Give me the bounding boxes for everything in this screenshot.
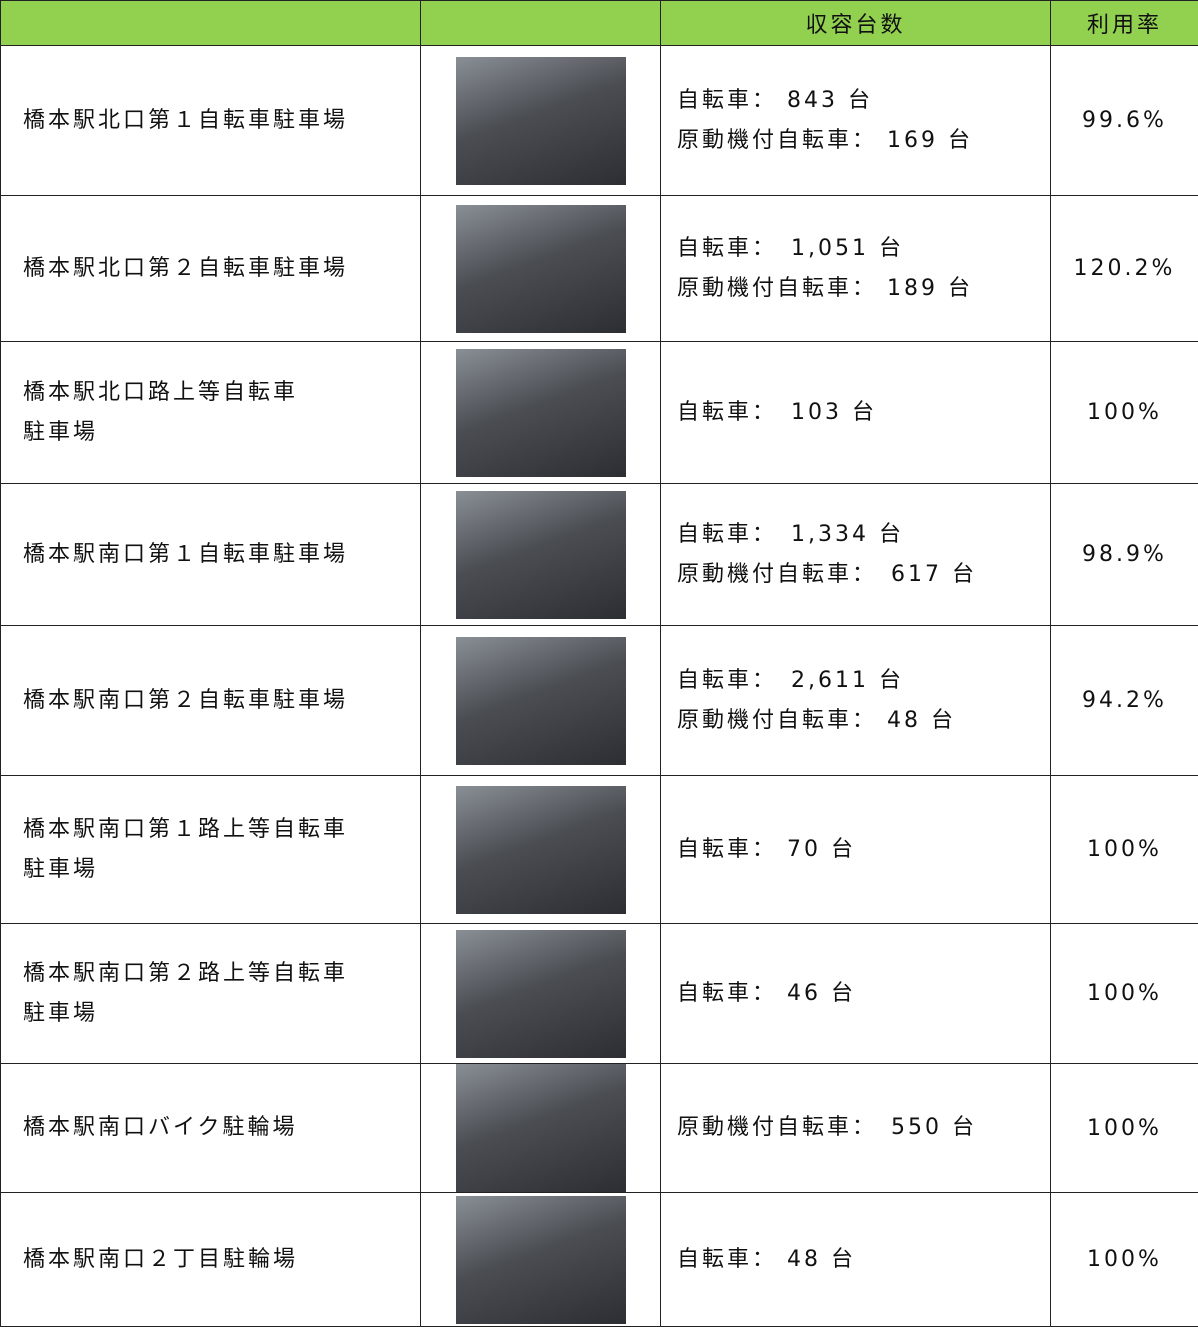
name-line: 橋本駅南口第２自転車駐車場 bbox=[23, 681, 420, 721]
photo-cell bbox=[421, 776, 661, 924]
capacity-cell: 原動機付自転車： 550 台 bbox=[661, 1064, 1051, 1193]
rate-cell: 100% bbox=[1051, 776, 1198, 924]
capacity-line: 原動機付自転車： 550 台 bbox=[677, 1108, 1050, 1148]
capacity-line: 自転車： 1,334 台 bbox=[677, 515, 1050, 555]
capacity-cell: 自転車： 1,334 台原動機付自転車： 617 台 bbox=[661, 484, 1051, 626]
name-cell: 橋本駅南口第１路上等自転車駐車場 bbox=[1, 776, 421, 924]
capacity-cell: 自転車： 48 台 bbox=[661, 1193, 1051, 1327]
capacity-line: 自転車： 843 台 bbox=[677, 81, 1050, 121]
photo bbox=[456, 205, 626, 333]
photo bbox=[456, 930, 626, 1058]
header-cell bbox=[421, 1, 661, 46]
capacity-line: 自転車： 2,611 台 bbox=[677, 661, 1050, 701]
rate-cell: 98.9% bbox=[1051, 484, 1198, 626]
capacity-line: 原動機付自転車： 189 台 bbox=[677, 269, 1050, 309]
name-cell: 橋本駅南口第２自転車駐車場 bbox=[1, 626, 421, 776]
name-cell: 橋本駅南口第１自転車駐車場 bbox=[1, 484, 421, 626]
name-line: 駐車場 bbox=[23, 994, 420, 1034]
rate-cell: 120.2% bbox=[1051, 196, 1198, 342]
capacity-cell: 自転車： 1,051 台原動機付自転車： 189 台 bbox=[661, 196, 1051, 342]
capacity-cell: 自転車： 2,611 台原動機付自転車： 48 台 bbox=[661, 626, 1051, 776]
rate-cell: 94.2% bbox=[1051, 626, 1198, 776]
name-cell: 橋本駅北口第２自転車駐車場 bbox=[1, 196, 421, 342]
rate-cell: 99.6% bbox=[1051, 46, 1198, 196]
name-line: 橋本駅南口第１路上等自転車 bbox=[23, 810, 420, 850]
photo-cell bbox=[421, 46, 661, 196]
capacity-line: 自転車： 70 台 bbox=[677, 830, 1050, 870]
name-line: 橋本駅北口第１自転車駐車場 bbox=[23, 101, 420, 141]
capacity-line: 自転車： 1,051 台 bbox=[677, 229, 1050, 269]
name-line: 橋本駅南口第１自転車駐車場 bbox=[23, 535, 420, 575]
photo bbox=[456, 637, 626, 765]
name-cell: 橋本駅北口第１自転車駐車場 bbox=[1, 46, 421, 196]
name-line: 橋本駅南口２丁目駐輪場 bbox=[23, 1240, 420, 1280]
rate-cell: 100% bbox=[1051, 1064, 1198, 1193]
rate-cell: 100% bbox=[1051, 1193, 1198, 1327]
name-cell: 橋本駅南口２丁目駐輪場 bbox=[1, 1193, 421, 1327]
photo-cell bbox=[421, 484, 661, 626]
header-cell bbox=[1, 1, 421, 46]
photo bbox=[456, 1064, 626, 1192]
photo-cell bbox=[421, 196, 661, 342]
capacity-line: 自転車： 103 台 bbox=[677, 393, 1050, 433]
photo-cell bbox=[421, 1193, 661, 1327]
name-line: 橋本駅南口第２路上等自転車 bbox=[23, 954, 420, 994]
header-row: 収容台数 利用率 bbox=[1, 1, 1198, 46]
capacity-line: 自転車： 48 台 bbox=[677, 1240, 1050, 1280]
name-cell: 橋本駅南口バイク駐輪場 bbox=[1, 1064, 421, 1193]
photo bbox=[456, 1196, 626, 1324]
name-line: 橋本駅北口路上等自転車 bbox=[23, 373, 420, 413]
rate-cell: 100% bbox=[1051, 924, 1198, 1064]
photo bbox=[456, 786, 626, 914]
photo-cell bbox=[421, 342, 661, 484]
capacity-cell: 自転車： 70 台 bbox=[661, 776, 1051, 924]
name-line: 駐車場 bbox=[23, 850, 420, 890]
photo bbox=[456, 491, 626, 619]
photo bbox=[456, 57, 626, 185]
name-cell: 橋本駅南口第２路上等自転車駐車場 bbox=[1, 924, 421, 1064]
header-capacity: 収容台数 bbox=[661, 1, 1051, 46]
name-cell: 橋本駅北口路上等自転車駐車場 bbox=[1, 342, 421, 484]
capacity-line: 原動機付自転車： 169 台 bbox=[677, 121, 1050, 161]
capacity-cell: 自転車： 843 台原動機付自転車： 169 台 bbox=[661, 46, 1051, 196]
name-line: 橋本駅北口第２自転車駐車場 bbox=[23, 249, 420, 289]
capacity-line: 自転車： 46 台 bbox=[677, 974, 1050, 1014]
photo bbox=[456, 349, 626, 477]
name-line: 駐車場 bbox=[23, 413, 420, 453]
capacity-cell: 自転車： 46 台 bbox=[661, 924, 1051, 1064]
capacity-cell: 自転車： 103 台 bbox=[661, 342, 1051, 484]
rate-cell: 100% bbox=[1051, 342, 1198, 484]
capacity-line: 原動機付自転車： 48 台 bbox=[677, 701, 1050, 741]
capacity-line: 原動機付自転車： 617 台 bbox=[677, 555, 1050, 595]
photo-cell bbox=[421, 1064, 661, 1193]
header-rate: 利用率 bbox=[1051, 1, 1198, 46]
photo-cell bbox=[421, 626, 661, 776]
photo-cell bbox=[421, 924, 661, 1064]
name-line: 橋本駅南口バイク駐輪場 bbox=[23, 1108, 420, 1148]
